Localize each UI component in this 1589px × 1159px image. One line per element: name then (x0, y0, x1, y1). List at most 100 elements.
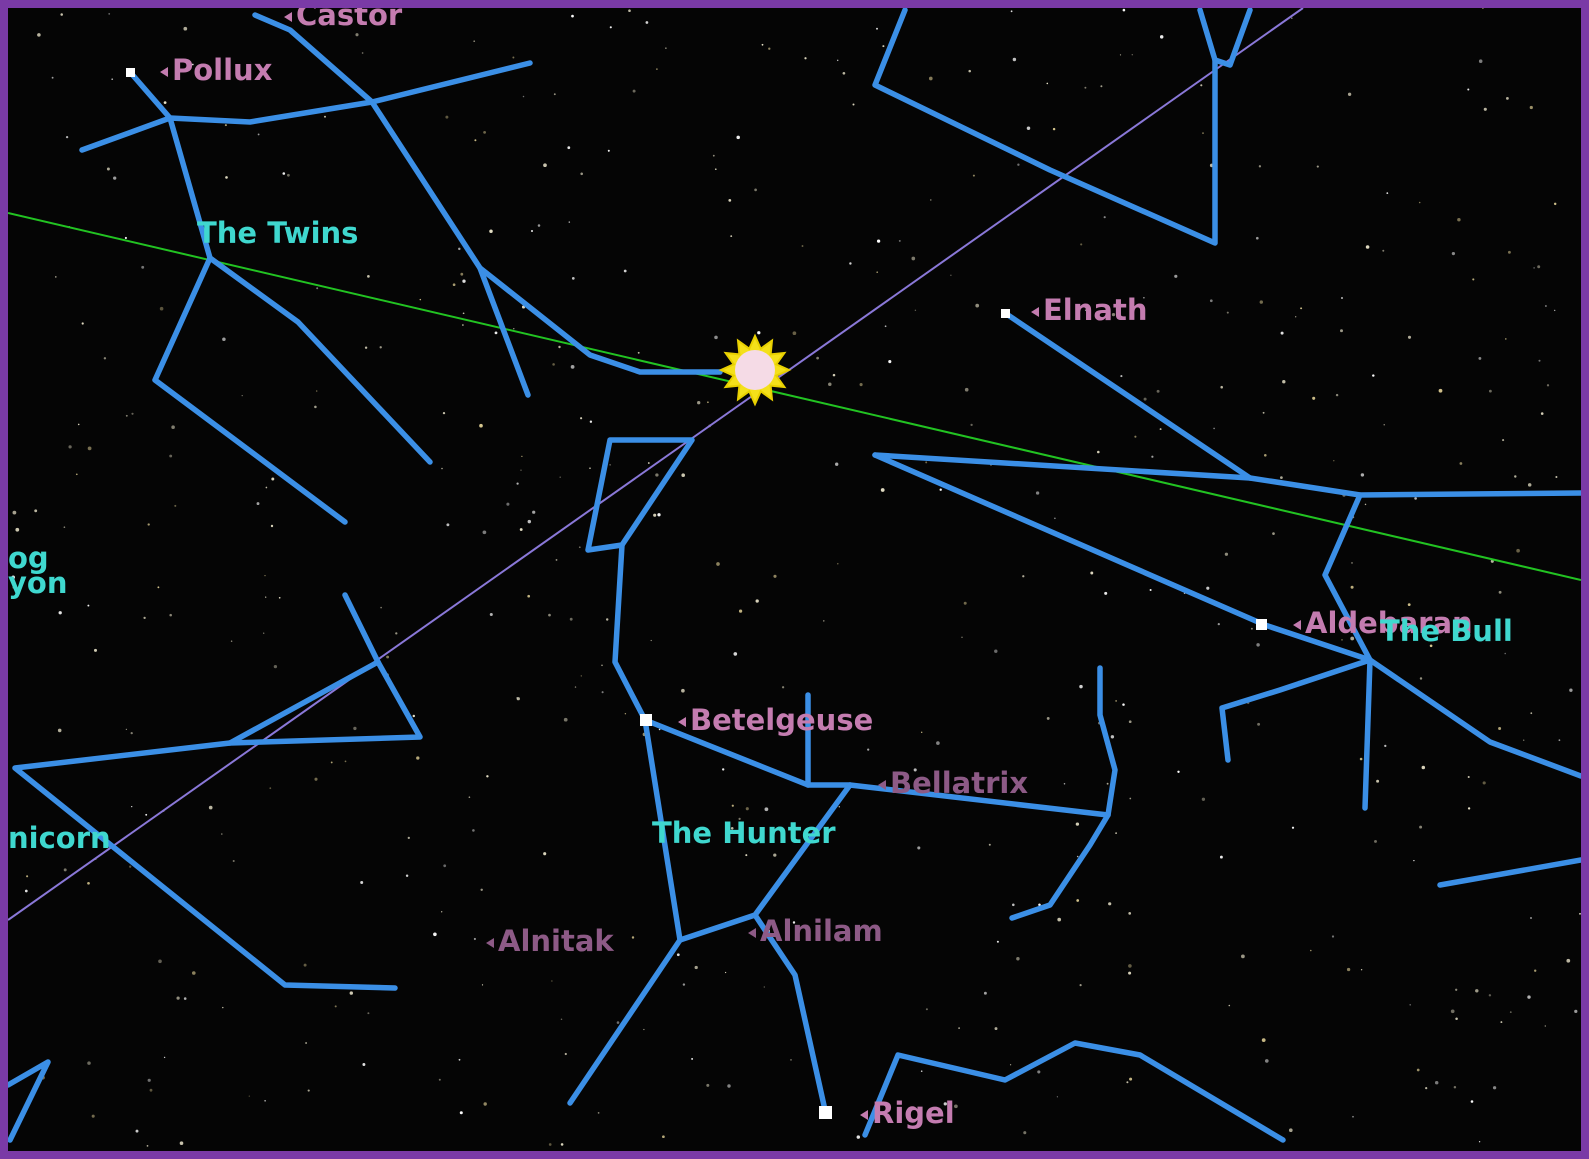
background-star (1374, 840, 1377, 843)
background-star (665, 47, 666, 48)
background-star (1128, 964, 1132, 968)
background-star (458, 248, 460, 250)
background-star (1129, 1078, 1132, 1081)
background-star (316, 390, 318, 392)
background-star (837, 60, 838, 61)
background-star (443, 864, 446, 867)
background-star (653, 514, 656, 517)
background-star (833, 374, 836, 377)
background-star (1493, 1086, 1496, 1089)
background-star (1530, 712, 1532, 714)
background-star (34, 509, 37, 512)
background-star (148, 523, 150, 525)
background-star (355, 33, 358, 36)
background-star (222, 1007, 223, 1008)
background-star (1460, 462, 1463, 465)
background-star (1134, 436, 1136, 438)
background-star (257, 502, 260, 505)
background-star (921, 1070, 923, 1072)
background-star (287, 174, 290, 177)
background-star (1351, 586, 1354, 589)
background-star (274, 665, 277, 668)
background-star (1225, 553, 1228, 556)
background-star (1382, 250, 1384, 252)
background-star (888, 360, 891, 363)
background-star (655, 473, 658, 476)
background-star (1533, 267, 1535, 269)
background-star (714, 336, 718, 340)
background-star (459, 1059, 461, 1061)
background-star (1360, 758, 1363, 761)
background-star (1017, 164, 1019, 166)
background-star (15, 528, 19, 532)
background-star (885, 325, 887, 327)
background-star (495, 332, 498, 335)
background-star (1256, 237, 1259, 240)
background-star (656, 68, 658, 70)
background-star (968, 70, 971, 73)
background-star (462, 324, 464, 326)
star-label: Bellatrix (890, 766, 1028, 800)
background-star (1080, 984, 1082, 986)
background-star (258, 133, 260, 135)
background-star (52, 77, 54, 79)
star-marker (1001, 309, 1010, 318)
background-star (1300, 307, 1302, 309)
background-star (561, 1019, 563, 1021)
background-star (713, 155, 715, 157)
background-star (950, 275, 951, 276)
background-star (1510, 1011, 1512, 1013)
sky-view: Castor Pollux Elnath Aldebaran Betelgeus… (8, 8, 1581, 1151)
background-star (764, 986, 765, 987)
background-star (1365, 504, 1367, 506)
background-star (225, 124, 227, 126)
background-star (441, 911, 442, 912)
background-star (975, 304, 979, 308)
page: Castor Pollux Elnath Aldebaran Betelgeus… (0, 0, 1589, 1159)
background-star (1076, 899, 1079, 902)
background-star (192, 971, 196, 975)
background-star (651, 640, 652, 641)
background-star (1386, 192, 1388, 194)
background-star (183, 27, 187, 31)
background-star (111, 78, 113, 80)
background-star (233, 860, 235, 862)
background-star (141, 266, 144, 269)
background-star (638, 352, 640, 354)
background-star (271, 525, 273, 527)
background-star (538, 224, 541, 227)
background-star (160, 307, 164, 311)
background-star (677, 953, 680, 956)
background-star (1282, 380, 1285, 383)
background-star (1347, 968, 1350, 971)
background-star (242, 395, 243, 396)
background-star (1504, 653, 1506, 655)
background-star (1417, 1069, 1420, 1072)
background-star (490, 613, 493, 616)
background-star (625, 713, 626, 714)
background-star (773, 575, 776, 578)
background-star (416, 756, 419, 759)
background-star (1010, 1064, 1011, 1065)
background-star (1264, 454, 1267, 457)
background-star (681, 473, 685, 477)
background-star (1502, 439, 1504, 441)
background-star (1016, 957, 1019, 960)
background-star (59, 611, 62, 614)
background-star (148, 1079, 151, 1082)
background-star (882, 45, 884, 47)
background-star (37, 33, 41, 37)
background-star (921, 732, 922, 733)
background-star (462, 280, 465, 283)
background-star (1454, 1086, 1456, 1088)
background-star (857, 1135, 860, 1138)
background-star (633, 90, 636, 93)
star-label: Pollux (172, 53, 273, 87)
background-star (1528, 483, 1532, 487)
background-star (1213, 428, 1215, 430)
background-star (1451, 1009, 1455, 1013)
background-star (1291, 17, 1293, 19)
background-star (617, 1021, 620, 1024)
background-star (316, 287, 318, 289)
background-star (513, 328, 514, 329)
